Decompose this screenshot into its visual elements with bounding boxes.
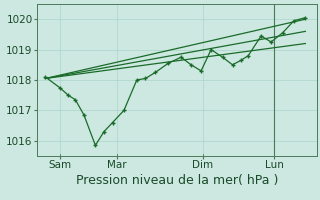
X-axis label: Pression niveau de la mer( hPa ): Pression niveau de la mer( hPa )	[76, 174, 278, 187]
